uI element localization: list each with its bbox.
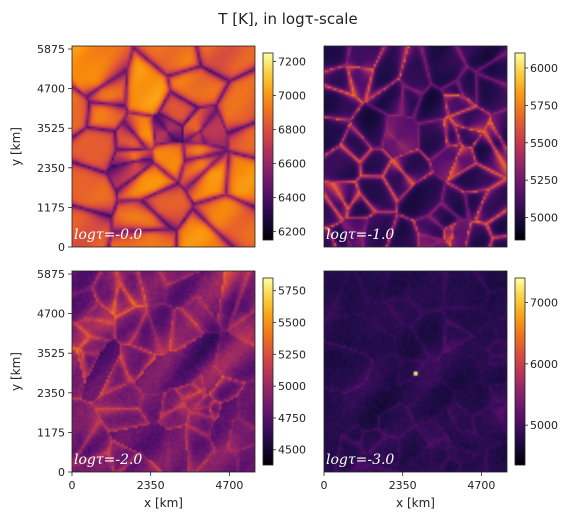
colorbar: 6200 6400 6600 6800 7000 7200 <box>262 52 306 241</box>
panel-frame <box>323 270 508 473</box>
y-tick-label: 2350 <box>37 162 65 175</box>
colorbar-scale <box>262 52 274 241</box>
colorbar-tick-label: 6000 <box>530 358 558 371</box>
y-axis-label: y [km] <box>9 352 23 391</box>
panel-frame <box>323 45 508 248</box>
x-tick-label: 4700 <box>215 479 243 492</box>
colorbar-tick-label: 4750 <box>278 412 306 425</box>
heatmap-panel-4: logτ=-3.0 0 2350 4700 x [km] 5000 6000 7000 <box>321 270 558 510</box>
colorbar: 5000 6000 7000 <box>514 277 558 466</box>
panel-label: logτ=-3.0 <box>326 452 394 468</box>
y-tick-label: 4700 <box>37 308 65 321</box>
panel-label: logτ=-1.0 <box>326 227 394 243</box>
y-tick-label: 5875 <box>37 268 65 281</box>
y-tick-label: 3525 <box>37 347 65 360</box>
colorbar: 4500 4750 5000 5250 5500 5750 <box>262 277 306 466</box>
colorbar-tick-label: 5250 <box>278 348 306 361</box>
x-axis-label: x [km] <box>144 496 183 510</box>
y-axis-label: y [km] <box>9 127 23 166</box>
heatmap-image <box>324 46 507 247</box>
colorbar-tick-label: 5250 <box>530 174 558 187</box>
colorbar-tick-label: 7200 <box>278 56 306 69</box>
x-tick-label: 2350 <box>389 479 417 492</box>
colorbar-tick-label: 6000 <box>530 62 558 75</box>
colorbar-tick-label: 4500 <box>278 444 306 457</box>
y-tick-label: 0 <box>58 466 65 479</box>
figure-title: T [K], in logτ-scale <box>217 10 357 28</box>
colorbar-tick-label: 5000 <box>278 380 306 393</box>
panel-label: logτ=-0.0 <box>74 227 142 243</box>
y-tick-label: 3525 <box>37 122 65 135</box>
panel-label: logτ=-2.0 <box>74 452 142 468</box>
colorbar-tick-label: 7000 <box>278 90 306 103</box>
panel-grid: logτ=-0.0 0 1175 2350 3525 4700 5875 y [km] 6200… <box>9 43 558 510</box>
colorbar-tick-label: 6200 <box>278 226 306 239</box>
y-tick-label: 1175 <box>37 426 65 439</box>
colorbar-tick-label: 5500 <box>530 137 558 150</box>
heatmap-image <box>72 271 255 472</box>
panel-frame <box>71 45 256 248</box>
x-tick-label: 0 <box>69 479 76 492</box>
y-tick-label: 0 <box>58 241 65 254</box>
colorbar-scale <box>262 277 274 466</box>
heatmap-panel-1: logτ=-0.0 0 1175 2350 3525 4700 5875 y [km] 6200… <box>9 43 306 254</box>
colorbar-tick-label: 5000 <box>530 419 558 432</box>
y-tick-label: 1175 <box>37 201 65 214</box>
x-tick-label: 2350 <box>137 479 165 492</box>
y-tick-label: 5875 <box>37 43 65 56</box>
colorbar-tick-label: 5750 <box>530 99 558 112</box>
x-tick-label: 4700 <box>467 479 495 492</box>
colorbar-scale <box>514 277 526 466</box>
panel-frame <box>71 270 256 473</box>
colorbar-tick-label: 5000 <box>530 212 558 225</box>
heatmap-image <box>72 46 255 247</box>
colorbar-tick-label: 6400 <box>278 192 306 205</box>
heatmap-image <box>324 271 507 472</box>
colorbar-tick-label: 5750 <box>278 285 306 298</box>
heatmap-panel-3: logτ=-2.0 0 1175 2350 3525 4700 5875 y [km] 0 235… <box>9 268 306 510</box>
heatmap-panel-2: logτ=-1.0 5000 5250 5500 5750 6000 <box>323 45 558 248</box>
colorbar-scale <box>514 52 526 241</box>
y-tick-label: 2350 <box>37 387 65 400</box>
colorbar-tick-label: 5500 <box>278 317 306 330</box>
x-axis-label: x [km] <box>396 496 435 510</box>
colorbar-tick-label: 7000 <box>530 297 558 310</box>
x-tick-label: 0 <box>321 479 328 492</box>
colorbar-tick-label: 6800 <box>278 124 306 137</box>
colorbar: 5000 5250 5500 5750 6000 <box>514 52 558 241</box>
y-tick-label: 4700 <box>37 83 65 96</box>
colorbar-tick-label: 6600 <box>278 158 306 171</box>
